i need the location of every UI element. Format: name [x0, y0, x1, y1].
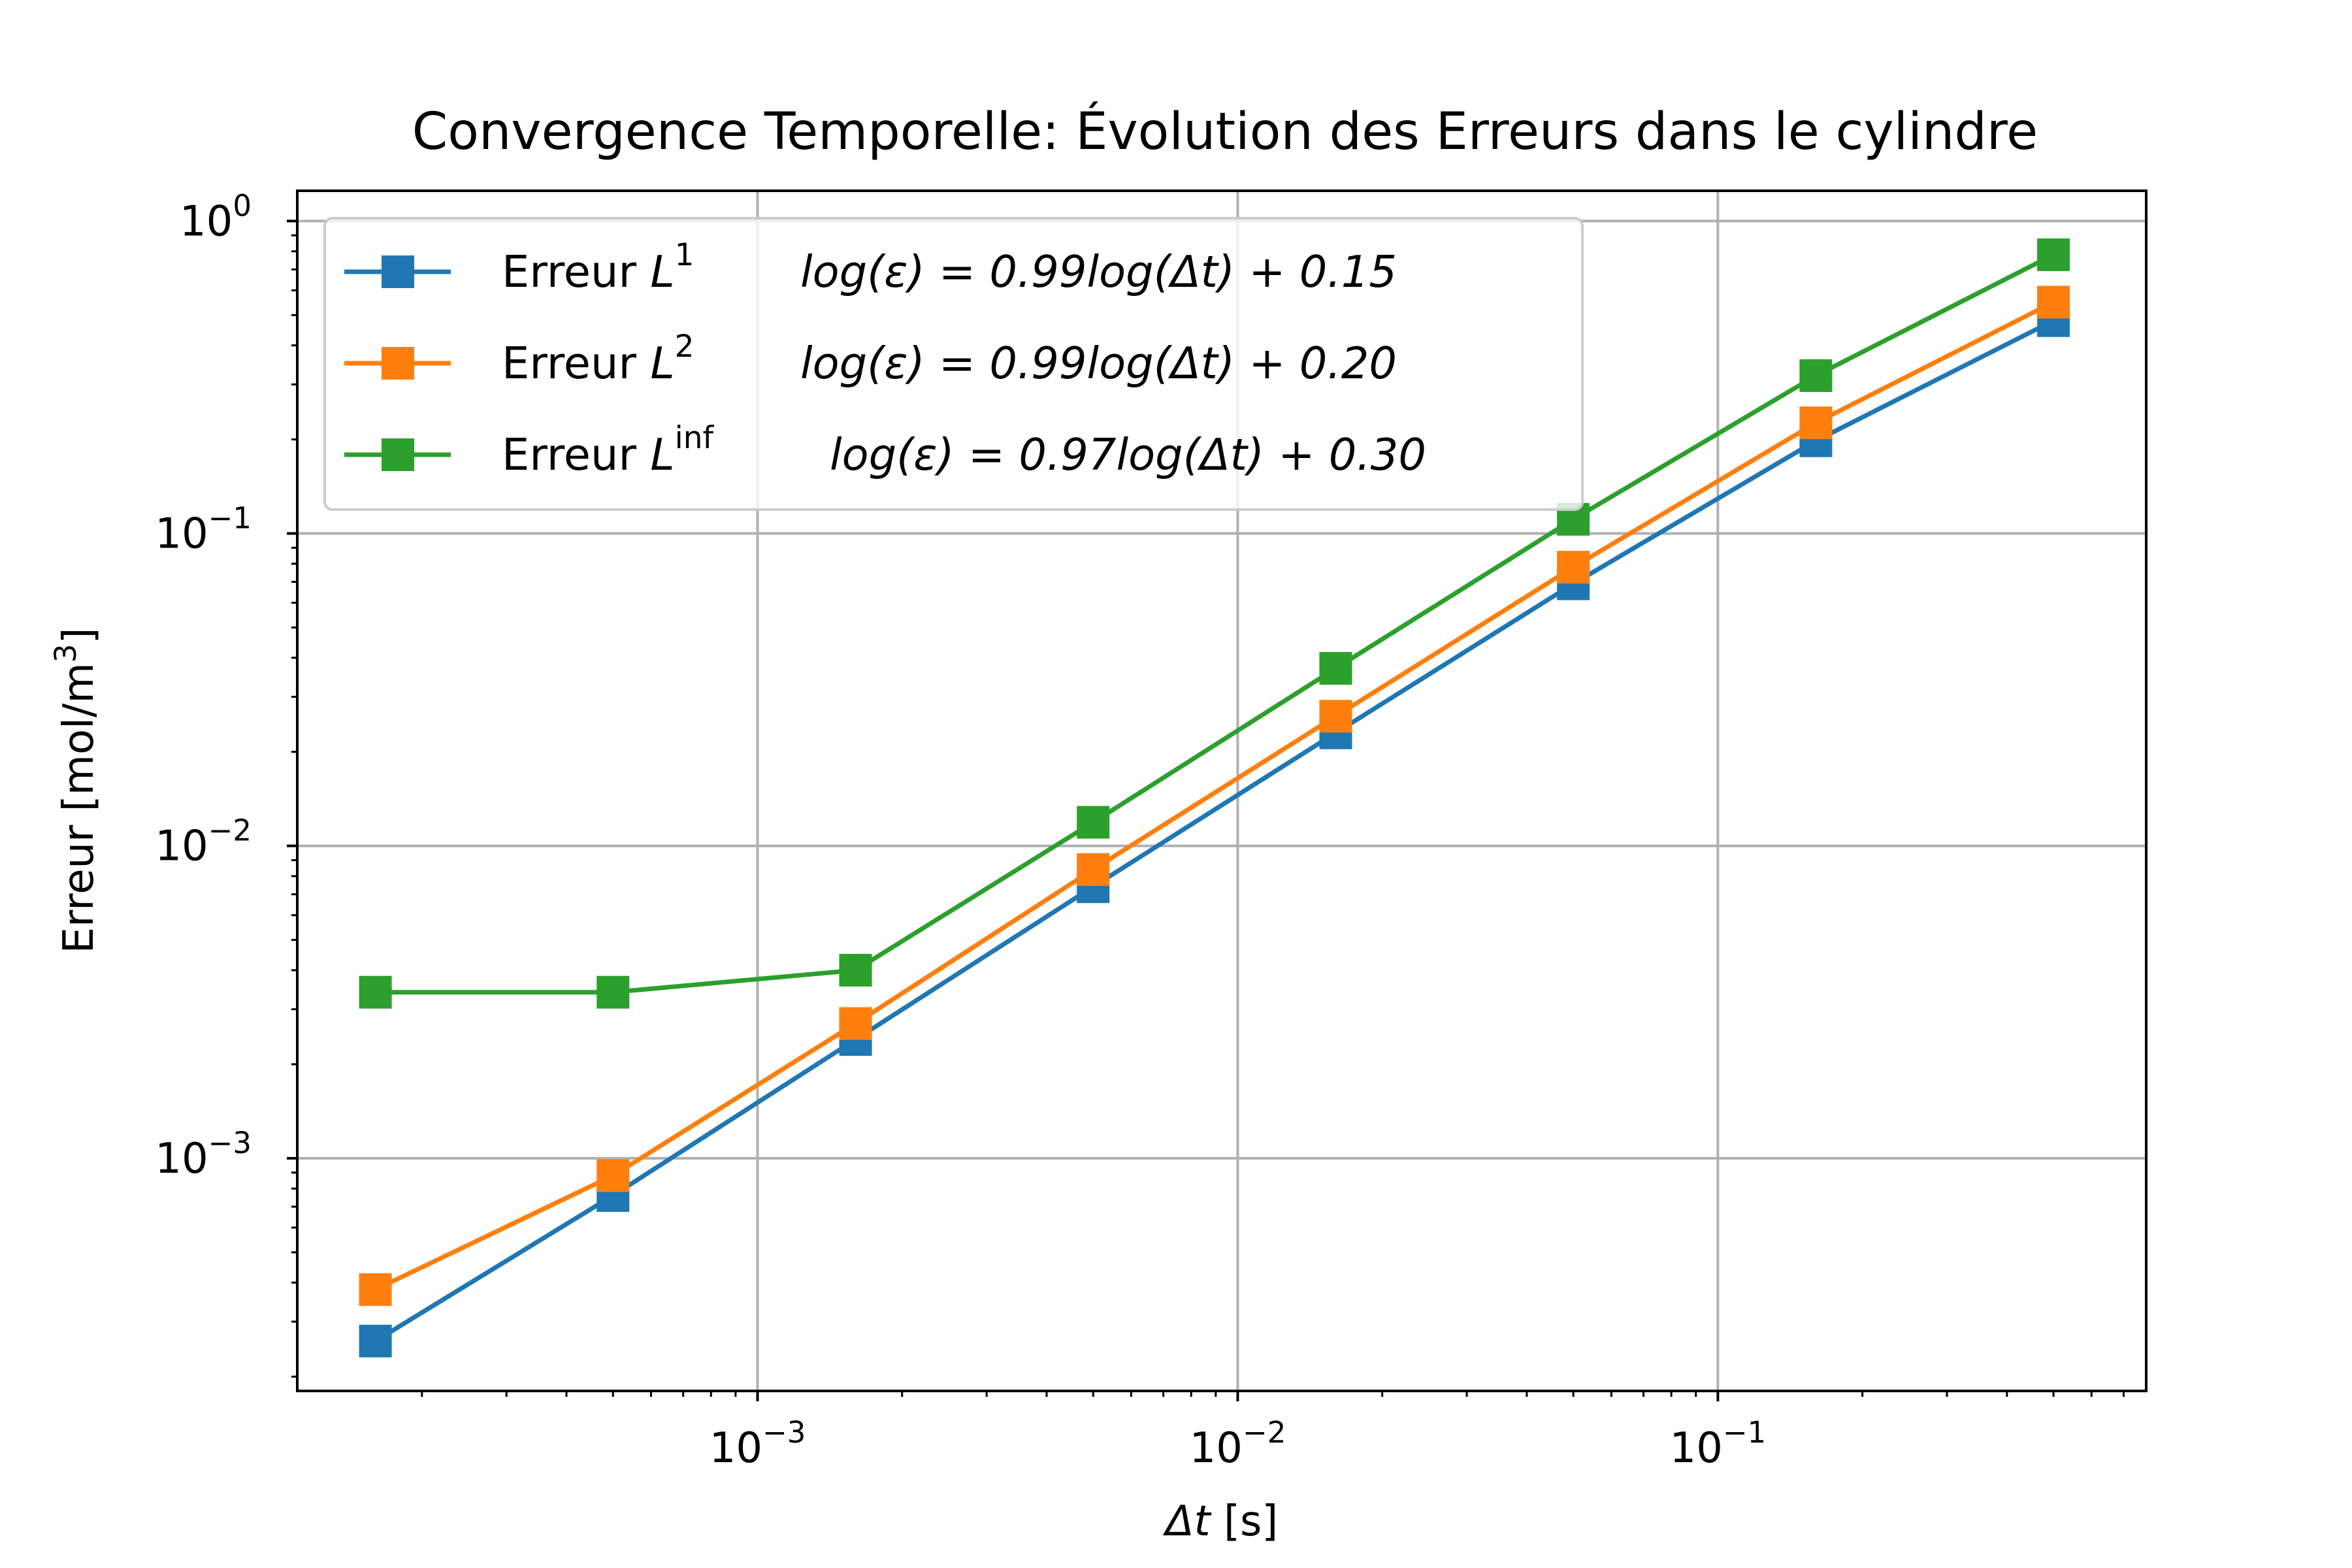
y-axis-label-text: Erreur [mol/m: [55, 662, 103, 953]
legend-marker: [382, 438, 414, 471]
x-tick-label: 10−3: [710, 1415, 806, 1473]
data-point: [1077, 806, 1110, 839]
legend-label-prefix: Erreur: [502, 429, 650, 480]
x-tick-label-base: 10: [1669, 1424, 1722, 1473]
x-tick-label: 10−1: [1669, 1415, 1766, 1473]
data-point: [359, 975, 392, 1009]
chart-title: Convergence Temporelle: Évolution des Er…: [412, 101, 2038, 161]
y-tick-label-exp: −1: [208, 501, 252, 536]
y-tick-label-exp: −2: [208, 813, 252, 848]
legend-entries: Erreur L1 log(ε) = 0.99log(Δt) + 0.15Erre…: [344, 237, 1426, 480]
x-tick-label-exp: −1: [1723, 1415, 1766, 1450]
legend-label-sup: 1: [675, 237, 694, 273]
y-axis-label: Erreur [mol/m3]: [48, 628, 103, 954]
legend: Erreur L1 log(ε) = 0.99log(Δt) + 0.15Erre…: [323, 217, 1584, 511]
legend-entry: Erreur L1 log(ε) = 0.99log(Δt) + 0.15: [344, 237, 1397, 297]
x-tick-label-exp: −3: [762, 1415, 806, 1450]
legend-formula: log(ε) = 0.99log(Δt) + 0.20: [800, 338, 1397, 389]
plot-frame: [296, 189, 2148, 1392]
legend-label-var: L: [650, 246, 674, 297]
legend-label: Erreur L2: [502, 329, 694, 389]
data-point: [596, 1159, 630, 1192]
data-point: [1077, 853, 1110, 886]
legend-label: Erreur Linf: [502, 420, 714, 480]
y-tick-label-base: 10: [155, 823, 208, 871]
series-line: [374, 300, 2055, 1292]
legend-label-prefix: Erreur: [502, 338, 650, 389]
x-tick-labels: 10−3 10−2 10−1: [710, 1415, 1767, 1473]
y-tick-label-exp: 0: [233, 188, 252, 223]
x-tick-label: 10−2: [1190, 1415, 1286, 1473]
legend-label: Erreur L1: [502, 237, 694, 297]
data-point: [2037, 286, 2070, 319]
y-tick-label: 10−2: [155, 813, 252, 871]
data-point: [1319, 652, 1352, 685]
legend-label-var: L: [650, 338, 674, 389]
y-tick-label-base: 10: [155, 510, 208, 559]
y-tick-label: 100: [180, 188, 252, 246]
y-axis-label-sup: 3: [48, 644, 83, 663]
data-point: [359, 1324, 392, 1358]
legend-label-prefix: Erreur: [502, 246, 650, 297]
series-line: [375, 252, 2055, 995]
data-point: [839, 953, 872, 987]
series-1: [359, 304, 2070, 1358]
data-point: [359, 1273, 392, 1306]
legend-label-var: L: [650, 429, 674, 480]
data-point: [1799, 406, 1833, 440]
legend-formula: log(ε) = 0.97log(Δt) + 0.30: [830, 429, 1426, 480]
data-point: [839, 1007, 872, 1040]
x-tick-label-base: 10: [710, 1424, 762, 1473]
legend-label-sup: inf: [675, 420, 715, 456]
x-axis-symbol: Δt: [1162, 1497, 1213, 1546]
y-axis-label-close: ]: [55, 628, 103, 644]
x-tick-label-exp: −2: [1243, 1415, 1286, 1450]
x-axis-label: Δt [s]: [1162, 1497, 1279, 1546]
x-axis-unit: [s]: [1224, 1497, 1278, 1546]
legend-entry: Erreur Linf log(ε) = 0.97log(Δt) + 0.30: [344, 420, 1426, 480]
series-3: [359, 238, 2070, 1009]
data-point: [1799, 359, 1833, 392]
legend-entry: Erreur L2 log(ε) = 0.99log(Δt) + 0.20: [344, 329, 1397, 389]
x-tick-label-base: 10: [1190, 1424, 1243, 1473]
data-point: [2037, 238, 2070, 271]
data-point: [1557, 551, 1590, 584]
legend-box: [323, 217, 1584, 511]
legend-label-sup: 2: [675, 329, 694, 365]
series-2: [359, 286, 2070, 1306]
legend-marker: [382, 347, 414, 380]
y-tick-label-base: 10: [155, 1135, 208, 1183]
legend-formula: log(ε) = 0.99log(Δt) + 0.15: [800, 246, 1397, 297]
y-tick-label-exp: −3: [208, 1126, 252, 1160]
data-point: [1319, 700, 1352, 733]
y-tick-label: 10−3: [155, 1126, 252, 1183]
series-line: [374, 318, 2055, 1343]
ticks: [287, 220, 2125, 1401]
data-point: [596, 975, 630, 1009]
series-layer: [359, 238, 2070, 1358]
legend-marker: [382, 255, 414, 288]
y-tick-label: 10−1: [155, 501, 252, 559]
y-tick-label-base: 10: [180, 197, 233, 246]
